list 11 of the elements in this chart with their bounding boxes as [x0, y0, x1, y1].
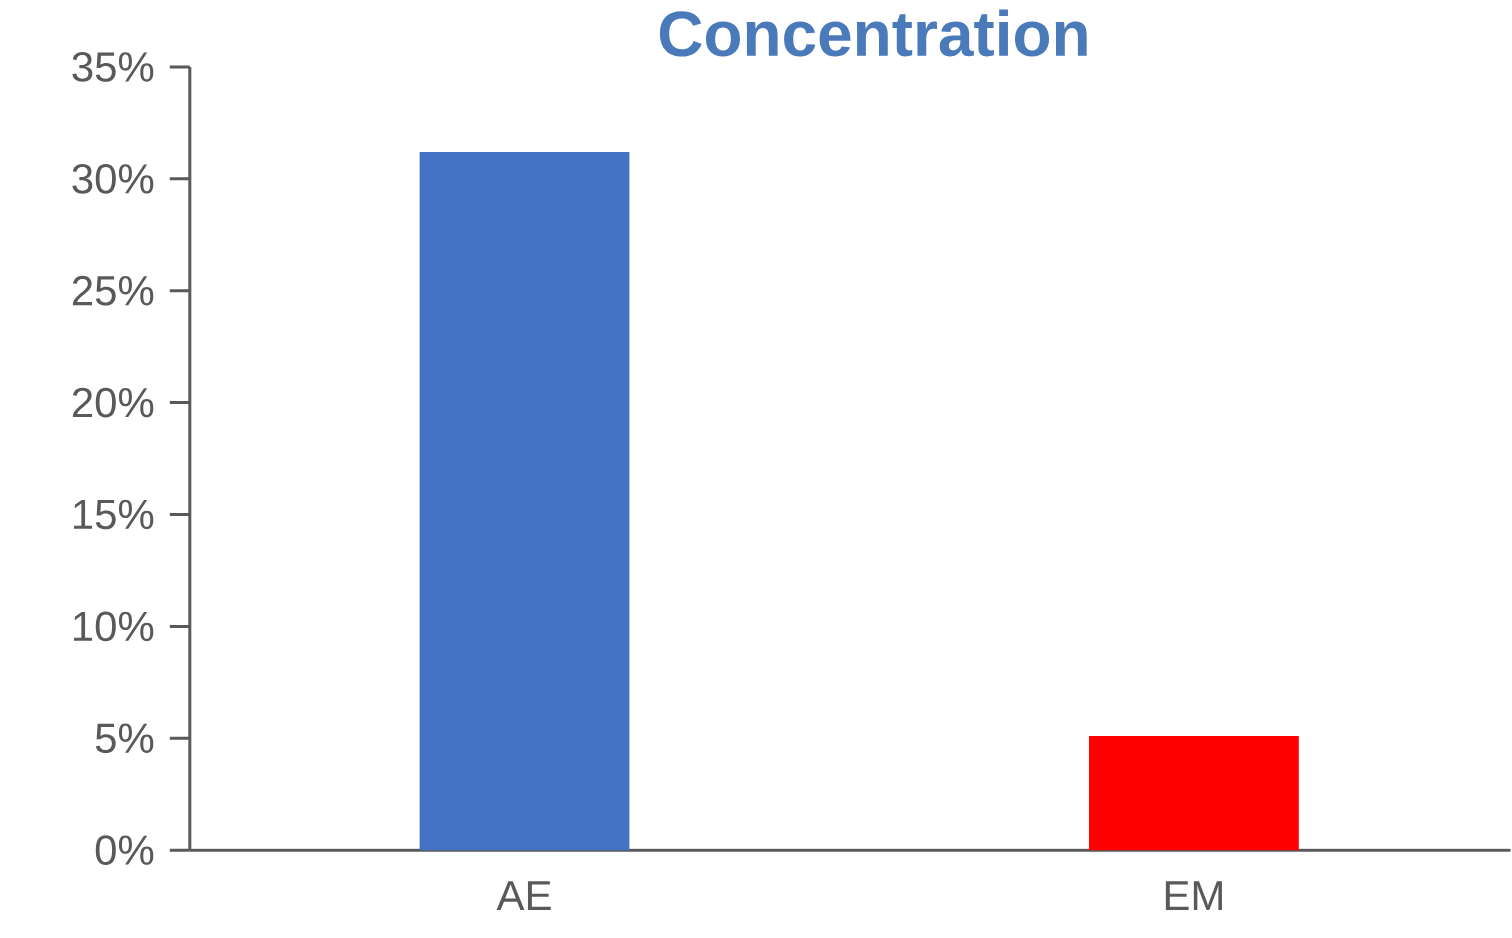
- y-tick-label: 15%: [74, 499, 154, 530]
- chart-title: Concentration: [659, 9, 1087, 57]
- y-tick-label: 20%: [72, 387, 154, 418]
- y-tick-label: 0%: [95, 835, 154, 865]
- y-tick-label: 30%: [72, 163, 154, 194]
- y-tick-label: 10%: [74, 611, 154, 642]
- y-tick-label: 5%: [95, 723, 154, 753]
- y-tick-label: 35%: [72, 52, 154, 82]
- x-tick-label: AE: [496, 881, 551, 911]
- x-tick-label: EM: [1165, 881, 1222, 911]
- y-tick-label: 25%: [72, 275, 154, 306]
